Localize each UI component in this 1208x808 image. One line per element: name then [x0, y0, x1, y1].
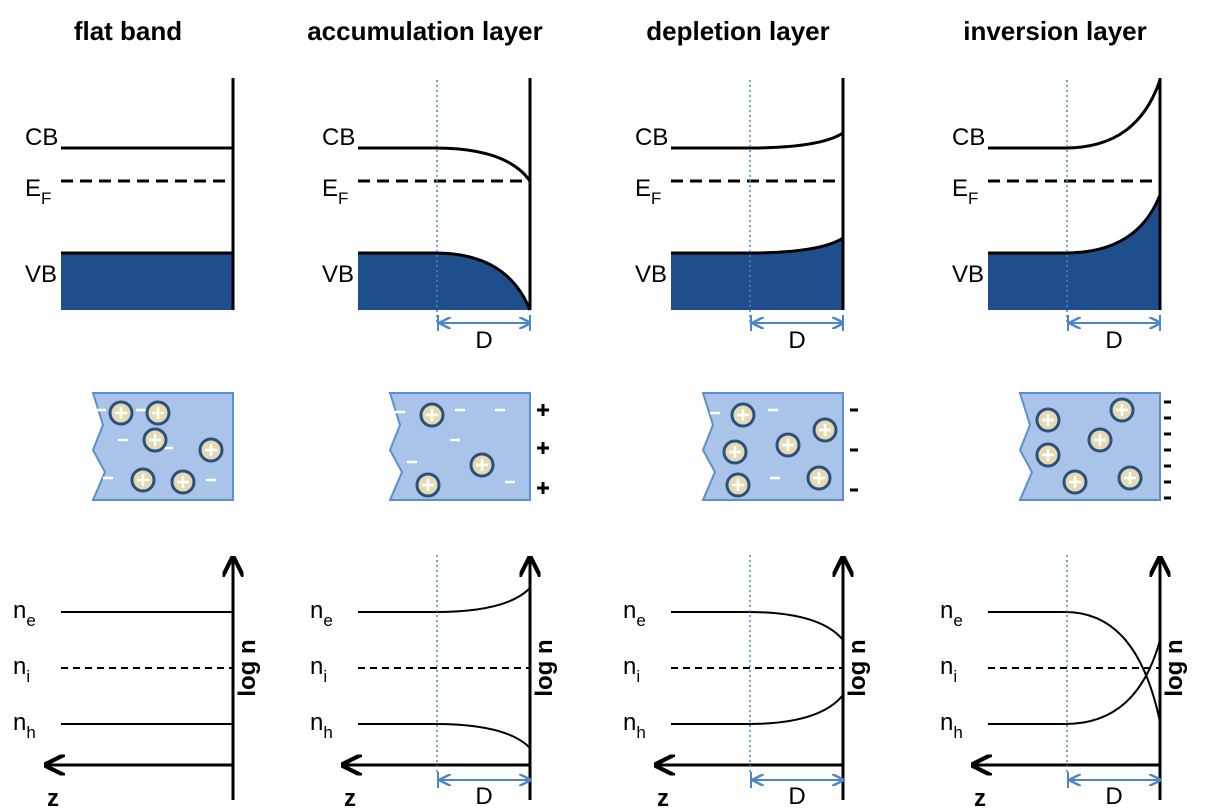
ef-label-main: E [322, 175, 338, 202]
panel-title: inversion layer [963, 16, 1147, 46]
conduction-band [988, 80, 1160, 148]
ni-label-main: n [940, 653, 953, 680]
ni-label-sub: i [636, 667, 640, 686]
z-label: z [974, 785, 986, 808]
valence-band-fill [61, 253, 233, 310]
surface-charge [537, 482, 549, 494]
vb-label: VB [322, 261, 354, 288]
ne-label-main: n [310, 597, 323, 624]
vb-label: VB [952, 261, 984, 288]
cb-label: CB [635, 124, 668, 151]
vb-label: VB [635, 261, 667, 288]
ef-label-main: E [635, 175, 651, 202]
ef-label: EF [952, 175, 978, 208]
ni-label-sub: i [953, 667, 957, 686]
ni-label: ni [623, 653, 640, 686]
ef-label-main: E [952, 175, 968, 202]
ne-label: ne [940, 597, 963, 630]
cb-label: CB [25, 124, 58, 151]
ne-label-sub: e [323, 611, 332, 630]
ni-label: ni [940, 653, 957, 686]
ni-label-main: n [13, 653, 26, 680]
depth-label: D [1105, 327, 1122, 354]
ef-label-main: E [25, 175, 41, 202]
cb-label: CB [322, 124, 355, 151]
depth-label: D [475, 783, 492, 808]
nh-label-sub: h [636, 723, 645, 742]
nh-label-sub: h [323, 723, 332, 742]
cb-label: CB [952, 124, 985, 151]
hole-density [671, 695, 843, 724]
ef-label-sub: F [651, 189, 661, 208]
ne-label: ne [623, 597, 646, 630]
conduction-band [671, 133, 843, 148]
ni-label: ni [310, 653, 327, 686]
nh-label-main: n [310, 709, 323, 736]
ef-label: EF [635, 175, 661, 208]
semiconductor-band-diagram: flat bandCBEFVBneninhlog nzaccumulation … [0, 0, 1208, 808]
log-n-label: log n [844, 639, 871, 696]
ne-label-main: n [940, 597, 953, 624]
depth-label: D [788, 783, 805, 808]
nh-label: nh [623, 709, 646, 742]
ne-label-sub: e [953, 611, 962, 630]
log-n-label: log n [1161, 639, 1188, 696]
ef-label-sub: F [338, 189, 348, 208]
ni-label-sub: i [323, 667, 327, 686]
ni-label-main: n [310, 653, 323, 680]
surface-charge [537, 442, 549, 454]
nh-label-main: n [940, 709, 953, 736]
panel-title: flat band [74, 16, 182, 46]
nh-label-sub: h [26, 723, 35, 742]
panel-title: accumulation layer [307, 16, 543, 46]
nh-label-sub: h [953, 723, 962, 742]
ef-label: EF [322, 175, 348, 208]
ni-label-sub: i [26, 667, 30, 686]
ni-label: ni [13, 653, 30, 686]
nh-label-main: n [623, 709, 636, 736]
ne-label-main: n [623, 597, 636, 624]
ni-label-main: n [623, 653, 636, 680]
ef-label-sub: F [968, 189, 978, 208]
depth-label: D [475, 327, 492, 354]
ne-label: ne [13, 597, 36, 630]
log-n-label: log n [531, 639, 558, 696]
ef-label-sub: F [41, 189, 51, 208]
vb-label: VB [25, 261, 57, 288]
log-n-label: log n [234, 639, 261, 696]
nh-label-main: n [13, 709, 26, 736]
depth-label: D [1105, 783, 1122, 808]
z-label: z [657, 785, 669, 808]
z-label: z [344, 785, 356, 808]
nh-label: nh [940, 709, 963, 742]
ne-label-sub: e [26, 611, 35, 630]
ef-label: EF [25, 175, 51, 208]
depth-label: D [788, 327, 805, 354]
electron-density [358, 588, 530, 612]
surface-charge [537, 404, 549, 416]
conduction-band [358, 148, 530, 181]
hole-density [358, 724, 530, 748]
z-label: z [47, 785, 59, 808]
panel-title: depletion layer [646, 16, 830, 46]
ne-label: ne [310, 597, 333, 630]
valence-band-fill [358, 253, 530, 310]
nh-label: nh [310, 709, 333, 742]
electron-density [671, 612, 843, 640]
nh-label: nh [13, 709, 36, 742]
ne-label-main: n [13, 597, 26, 624]
ne-label-sub: e [636, 611, 645, 630]
